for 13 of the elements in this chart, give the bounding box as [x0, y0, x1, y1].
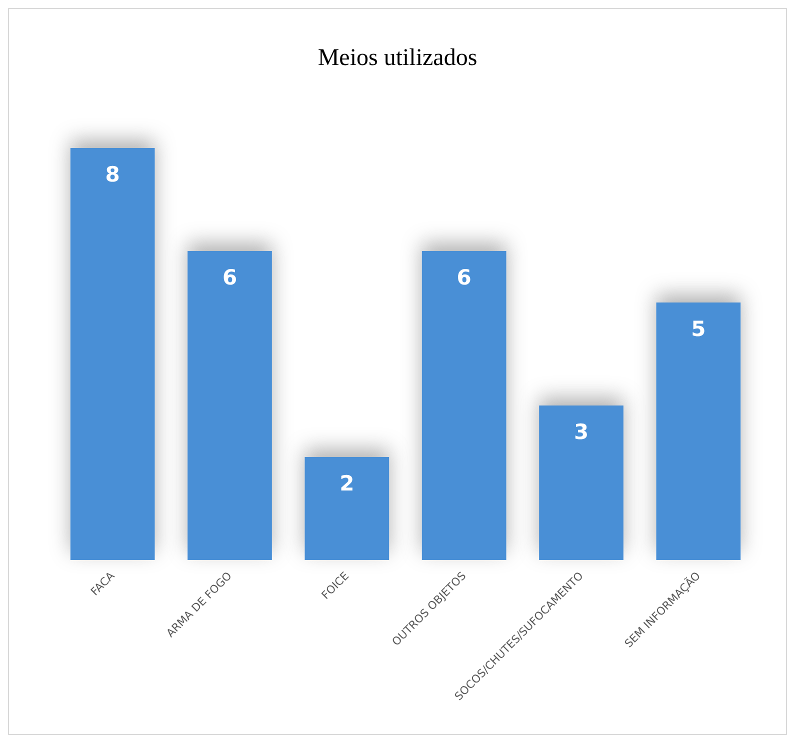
bar: [422, 251, 506, 560]
data-label: 2: [340, 472, 354, 496]
data-label: 6: [456, 266, 472, 290]
data-label: 5: [691, 317, 706, 341]
data-label: 8: [105, 162, 120, 186]
data-label: 6: [222, 266, 238, 290]
data-label: 3: [574, 420, 589, 444]
bar: [304, 457, 390, 560]
bar: [188, 251, 272, 560]
chart-title: Meios utilizados: [318, 45, 478, 71]
bar: [70, 148, 155, 560]
bar: [656, 302, 741, 560]
bar: [539, 406, 624, 560]
